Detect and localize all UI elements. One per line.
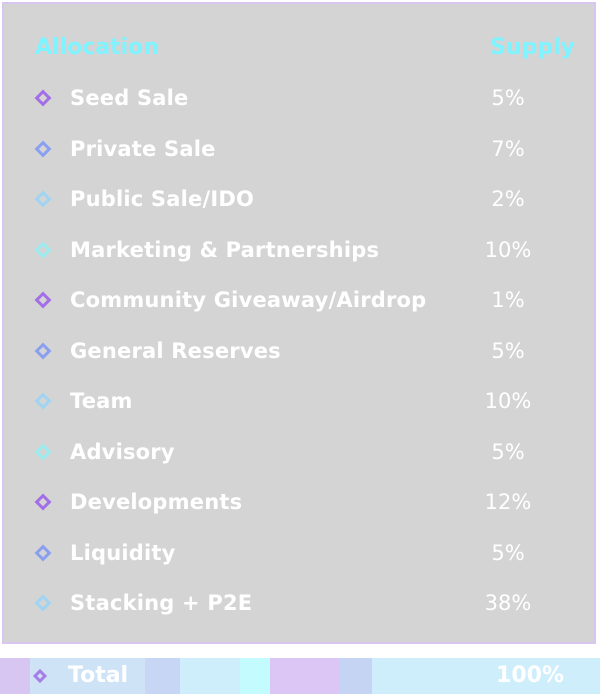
allocation-label: Team bbox=[70, 389, 133, 413]
table-row: General Reserves 5% bbox=[4, 335, 594, 386]
table-row: Community Giveaway/Airdrop 1% bbox=[4, 284, 594, 335]
supply-value: 2% bbox=[491, 187, 525, 211]
supply-value: 1% bbox=[491, 288, 525, 312]
tokenomics-card: Allocation Supply Seed Sale 5% Private Sal… bbox=[2, 2, 596, 644]
supply-value: 5% bbox=[491, 439, 525, 464]
footer-segment bbox=[372, 658, 600, 694]
supply-value: 10% bbox=[484, 237, 532, 262]
supply-value: 5% bbox=[491, 540, 525, 565]
allocation-label: Public Sale/IDO bbox=[70, 187, 255, 211]
table-row: Seed Sale 5% bbox=[4, 82, 594, 133]
supply-value: 5% bbox=[491, 86, 525, 110]
diamond-icon bbox=[34, 594, 52, 612]
table-row: Stacking + P2E 38% bbox=[4, 587, 594, 638]
table-row: Private Sale 7% bbox=[4, 133, 594, 184]
diamond-icon bbox=[34, 89, 52, 107]
supply-value: 7% bbox=[491, 136, 525, 161]
footer-segment bbox=[30, 658, 145, 694]
total-label: Total bbox=[68, 663, 129, 688]
diamond-icon bbox=[34, 291, 52, 309]
diamond-icon bbox=[34, 443, 52, 460]
table-row: Marketing & Partnerships 10% bbox=[4, 234, 594, 285]
footer-segment bbox=[340, 658, 372, 694]
table-row: Developments 12% bbox=[4, 486, 594, 537]
table-row: Public Sale/IDO 2% bbox=[4, 183, 594, 234]
allocation-label: Community Giveaway/Airdrop bbox=[70, 288, 427, 312]
supply-value: 10% bbox=[484, 389, 532, 413]
allocation-label: Seed Sale bbox=[70, 86, 189, 110]
header-allocation: Allocation bbox=[35, 35, 159, 60]
allocation-label: General Reserves bbox=[70, 338, 281, 363]
allocation-list: Seed Sale 5% Private Sale 7% Public Sale/IDO… bbox=[4, 82, 594, 638]
allocation-label: Developments bbox=[70, 490, 243, 514]
allocation-label: Marketing & Partnerships bbox=[70, 237, 380, 262]
diamond-icon bbox=[34, 140, 52, 157]
footer-segment bbox=[180, 658, 240, 694]
table-row: Advisory 5% bbox=[4, 436, 594, 487]
header-supply: Supply bbox=[490, 35, 575, 60]
footer-segment bbox=[270, 658, 340, 694]
supply-value: 38% bbox=[484, 591, 532, 615]
diamond-icon bbox=[34, 544, 52, 561]
allocation-label: Advisory bbox=[70, 439, 175, 464]
table-header: Allocation Supply bbox=[4, 32, 594, 64]
footer-segment bbox=[240, 658, 270, 694]
table-row: Liquidity 5% bbox=[4, 537, 594, 588]
supply-value: 12% bbox=[484, 490, 532, 514]
allocation-label: Stacking + P2E bbox=[70, 591, 253, 615]
footer-segment bbox=[0, 658, 30, 694]
supply-value: 5% bbox=[491, 338, 525, 363]
total-value: 100% bbox=[496, 663, 564, 688]
total-row: Total 100% bbox=[0, 658, 600, 694]
allocation-label: Private Sale bbox=[70, 136, 216, 161]
diamond-icon bbox=[34, 392, 52, 410]
diamond-icon bbox=[34, 342, 52, 359]
footer-segment bbox=[145, 658, 180, 694]
table-row: Team 10% bbox=[4, 385, 594, 436]
diamond-icon bbox=[34, 493, 52, 511]
diamond-icon bbox=[34, 241, 52, 258]
allocation-label: Liquidity bbox=[70, 540, 176, 565]
diamond-icon bbox=[34, 190, 52, 208]
